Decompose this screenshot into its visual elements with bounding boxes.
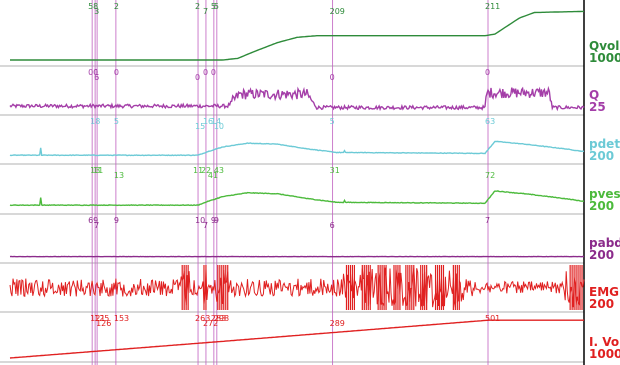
marker-value-pabd: 9 xyxy=(211,216,216,225)
marker-value-lvol: 153 xyxy=(114,314,129,323)
marker-value-lvol: 272 xyxy=(203,319,218,328)
lane-label-pabd-0: pabd xyxy=(589,236,620,250)
series-pves xyxy=(9,190,585,207)
series-pdet xyxy=(9,140,585,157)
marker-value-qvol: 209 xyxy=(330,7,345,16)
marker-value-pdet: 14 xyxy=(211,117,221,126)
marker-value-q: 0 xyxy=(211,68,216,77)
marker-value-pdet: 18 xyxy=(90,117,100,126)
marker-value-pves: 72 xyxy=(485,171,495,180)
lane-label-pves-0: pves xyxy=(589,187,620,201)
marker-value-lvol: 126 xyxy=(96,319,111,328)
marker-value-q: 0 xyxy=(485,68,490,77)
lane-label-lvol-1: 1000 xyxy=(589,347,620,361)
lane-label-pdet-0: pdet xyxy=(589,137,620,151)
marker-value-pves: 41 xyxy=(208,171,218,180)
lane-label-qvol-1: 1000 xyxy=(589,51,620,65)
marker-value-lvol: 289 xyxy=(330,319,345,328)
marker-value-lvol: 298 xyxy=(214,314,229,323)
marker-value-pabd: 10 xyxy=(195,216,205,225)
lane-label-q-1: 25 xyxy=(589,100,606,114)
marker-value-qvol: 3 xyxy=(94,7,99,16)
lane-label-pabd-1: 200 xyxy=(589,248,614,262)
marker-value-lvol: 283 xyxy=(211,314,226,323)
marker-value-qvol: 5 xyxy=(214,2,219,11)
marker-value-q: 0 xyxy=(330,73,335,82)
marker-value-lvol: 501 xyxy=(485,314,500,323)
lane-label-q-0: Q xyxy=(589,88,599,102)
marker-value-pves: 11 xyxy=(93,166,103,175)
marker-value-lvol: 125 xyxy=(94,314,109,323)
series-qvol xyxy=(10,10,584,61)
marker-value-q: 1 xyxy=(94,68,99,77)
marker-value-pves: 11 xyxy=(193,166,203,175)
marker-value-pabd: 7 xyxy=(203,221,208,230)
series-emg xyxy=(9,267,585,308)
marker-value-pdet: 16 xyxy=(203,117,213,126)
marker-value-qvol: 8 xyxy=(93,2,98,11)
marker-value-q: 0 xyxy=(195,73,200,82)
marker-value-pves: 13 xyxy=(114,171,124,180)
marker-value-pabd: 7 xyxy=(485,216,490,225)
marker-value-q: 0 xyxy=(88,68,93,77)
lane-label-pdet-1: 200 xyxy=(589,149,614,163)
lane-label-emg-0: EMG xyxy=(589,285,619,299)
marker-value-q: 6 xyxy=(94,73,99,82)
marker-value-pdet: 5 xyxy=(114,117,119,126)
marker-value-pabd: 9 xyxy=(93,216,98,225)
marker-value-pdet: 15 xyxy=(195,122,205,131)
lane-label-lvol-0: I. Vol xyxy=(589,335,620,349)
marker-value-lvol: 263 xyxy=(195,314,210,323)
marker-value-q: 0 xyxy=(203,68,208,77)
marker-value-pdet: 5 xyxy=(330,117,335,126)
series-q xyxy=(9,85,585,112)
marker-value-pves: 13 xyxy=(90,166,100,175)
marker-value-q: 0 xyxy=(93,68,98,77)
marker-value-pdet: 63 xyxy=(485,117,495,126)
marker-value-qvol: 2 xyxy=(114,2,119,11)
marker-value-qvol: 211 xyxy=(485,2,500,11)
marker-value-qvol: 5 xyxy=(88,2,93,11)
marker-value-qvol: 5 xyxy=(211,2,216,11)
marker-value-pabd: 6 xyxy=(330,221,335,230)
series-lvol xyxy=(9,319,584,359)
marker-value-qvol: 2 xyxy=(195,2,200,11)
marker-value-pves: 43 xyxy=(214,166,224,175)
marker-value-q: 0 xyxy=(114,68,119,77)
marker-value-pabd: 7 xyxy=(94,221,99,230)
marker-value-pabd: 9 xyxy=(214,216,219,225)
lane-label-pves-1: 200 xyxy=(589,199,614,213)
marker-value-pabd: 6 xyxy=(88,216,93,225)
marker-value-lvol: 121 xyxy=(90,314,105,323)
lane-label-emg-1: 200 xyxy=(589,297,614,311)
marker-value-qvol: 7 xyxy=(203,7,208,16)
marker-value-pves: 31 xyxy=(330,166,340,175)
lane-label-qvol-0: Qvol xyxy=(589,39,619,53)
marker-value-pves: 22 xyxy=(201,166,211,175)
marker-value-pdet: 10 xyxy=(214,122,224,131)
marker-value-pabd: 9 xyxy=(114,216,119,225)
